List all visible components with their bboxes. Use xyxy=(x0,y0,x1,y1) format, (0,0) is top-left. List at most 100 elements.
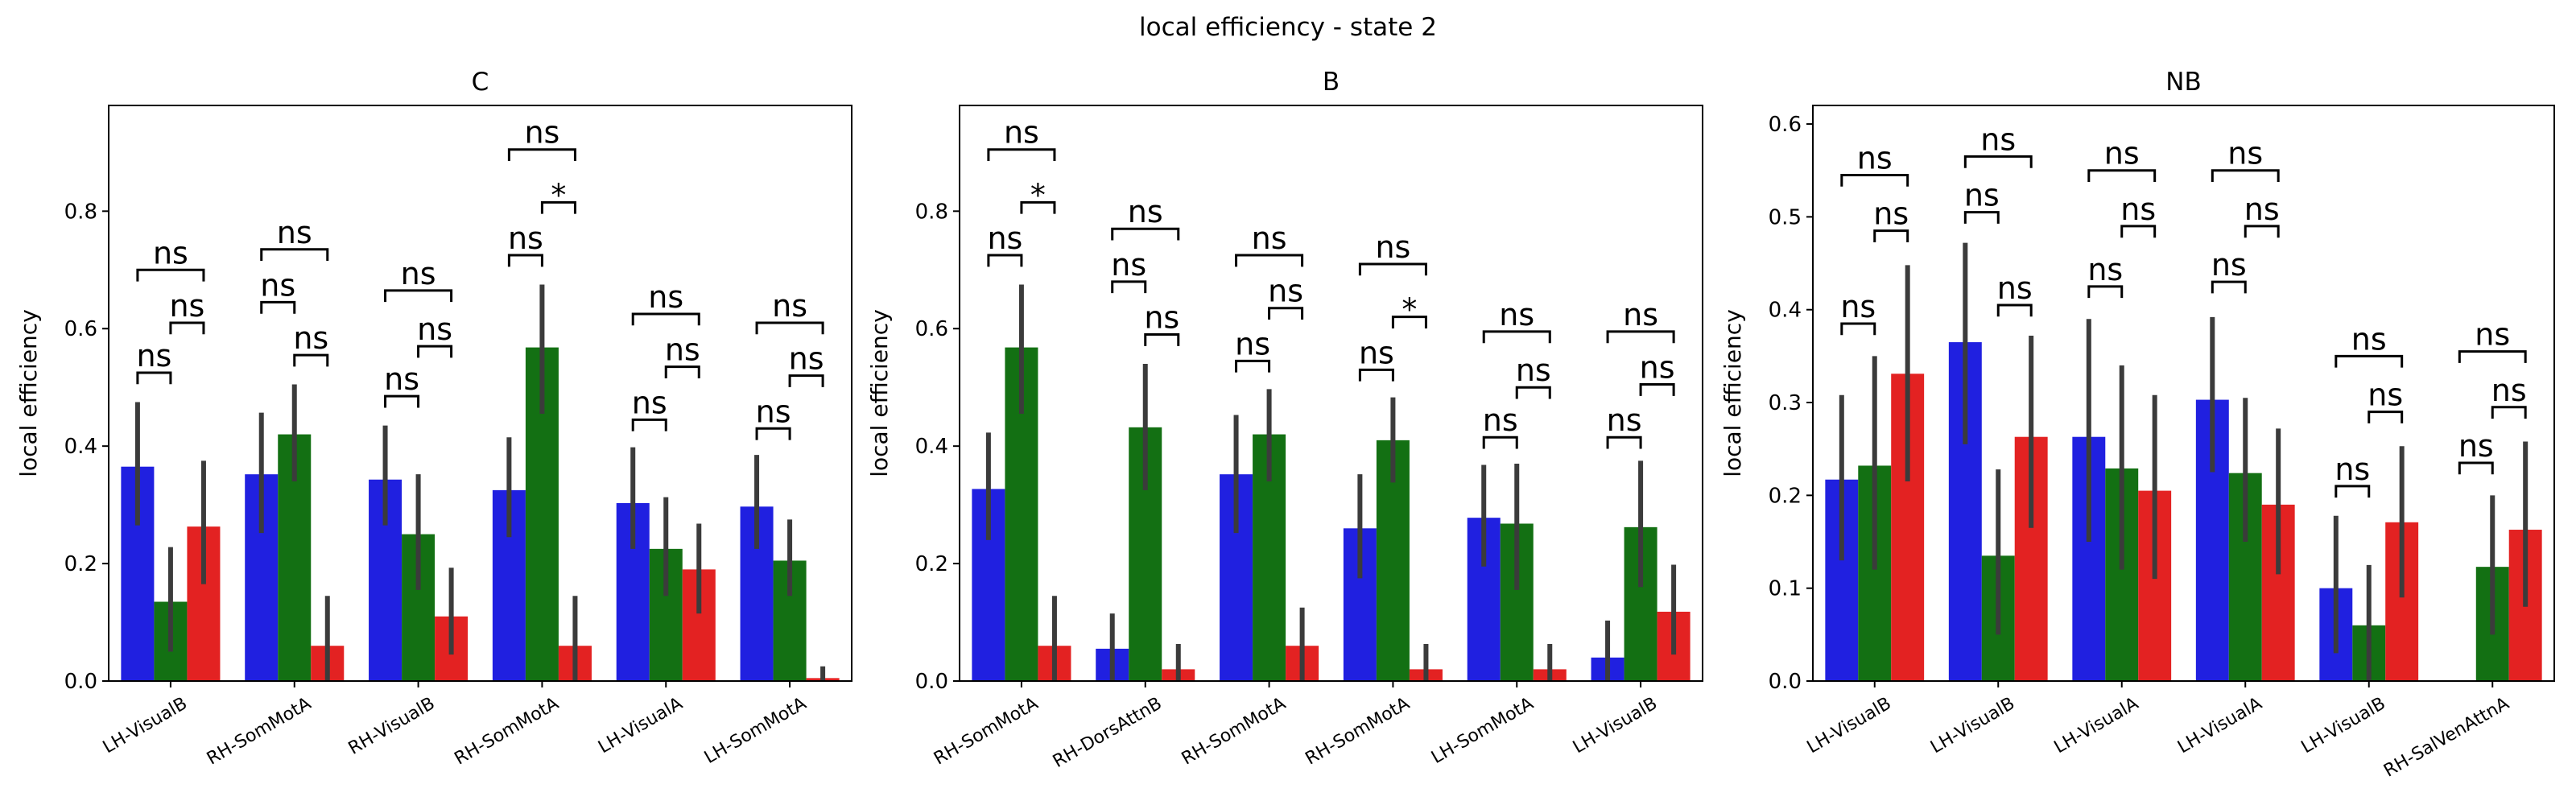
x-tick-label: LH-VisualB xyxy=(1927,694,2018,758)
significance-label: ns xyxy=(1128,194,1163,229)
significance-bracket xyxy=(987,148,1056,162)
y-tick-label: 0.0 xyxy=(1769,670,1802,694)
significance-bracket xyxy=(1482,436,1518,449)
y-tick-label: 0.1 xyxy=(1769,577,1802,601)
figure-title: local efficiency - state 2 xyxy=(1139,13,1437,42)
plot-frame xyxy=(108,105,852,682)
x-tick-label: RH-SomMotA xyxy=(1179,694,1290,770)
significance-label: ns xyxy=(2334,452,2370,487)
significance-bracket xyxy=(1873,229,1909,242)
significance-bracket xyxy=(1391,316,1427,328)
y-tick-label: 0.2 xyxy=(1769,484,1802,508)
significance-label: ns xyxy=(789,341,824,377)
x-tick-label: LH-VisualA xyxy=(595,694,686,758)
y-tick-label: 0.6 xyxy=(1769,113,1802,137)
significance-label: ns xyxy=(1857,140,1893,175)
y-tick-label: 0.6 xyxy=(64,317,97,341)
significance-bracket xyxy=(507,148,576,162)
significance-bracket xyxy=(2211,169,2280,183)
y-tick-label: 0.8 xyxy=(915,200,948,224)
significance-bracket xyxy=(417,345,453,358)
significance-label: ns xyxy=(136,338,171,374)
significance-bracket xyxy=(1606,330,1675,344)
significance-label: ns xyxy=(1964,178,2000,213)
significance-label: ns xyxy=(524,115,559,151)
significance-bracket xyxy=(260,300,296,314)
significance-bracket xyxy=(260,248,329,262)
significance-label: ns xyxy=(665,332,700,368)
significance-label: ns xyxy=(169,288,204,324)
significance-bracket xyxy=(2368,411,2404,423)
x-tick-label: LH-VisualB xyxy=(100,694,191,758)
significance-label: ns xyxy=(153,235,188,270)
significance-bracket xyxy=(1639,383,1675,396)
significance-label: ns xyxy=(2244,192,2280,227)
significance-bracket xyxy=(631,312,700,326)
significance-bracket xyxy=(1235,359,1271,373)
significance-bracket xyxy=(2087,169,2157,183)
significance-label: ns xyxy=(417,312,452,347)
significance-label: ns xyxy=(648,279,683,315)
significance-label: ns xyxy=(2491,373,2527,408)
y-tick-label: 0.8 xyxy=(64,200,97,224)
significance-bracket xyxy=(136,371,172,385)
significance-bracket xyxy=(788,374,824,387)
significance-label: ns xyxy=(987,221,1022,256)
x-tick-label: RH-SomMotA xyxy=(452,694,563,770)
panel-title: B xyxy=(1323,68,1340,97)
significance-label: ns xyxy=(1640,350,1675,386)
significance-label: ns xyxy=(1607,402,1642,438)
significance-bracket xyxy=(2458,461,2494,475)
significance-bracket xyxy=(755,321,824,335)
significance-bracket xyxy=(384,289,453,303)
plot-frame xyxy=(1812,105,2555,682)
significance-bracket xyxy=(755,427,791,440)
significance-label: ns xyxy=(1516,353,1551,388)
significance-bracket xyxy=(1358,262,1427,276)
significance-bracket xyxy=(2211,280,2247,294)
significance-bracket xyxy=(136,268,205,282)
significance-label: ns xyxy=(2211,247,2247,283)
y-tick-label: 0.3 xyxy=(1769,391,1802,415)
significance-bracket xyxy=(1235,254,1304,267)
y-tick-label: 0.5 xyxy=(1769,205,1802,229)
x-tick-label: LH-VisualA xyxy=(2174,694,2265,758)
significance-label: ns xyxy=(1144,300,1179,336)
significance-bracket xyxy=(2458,350,2527,363)
x-tick-label: LH-SomMotA xyxy=(1428,694,1537,769)
significance-bracket xyxy=(2087,285,2124,299)
significance-bracket xyxy=(1515,386,1551,399)
x-tick-label: LH-VisualB xyxy=(1804,694,1895,758)
x-tick-label: LH-VisualA xyxy=(2051,694,2142,758)
significance-bracket xyxy=(1840,322,1876,336)
significance-bracket xyxy=(1606,436,1642,449)
significance-label: ns xyxy=(2104,136,2140,171)
significance-label: * xyxy=(551,177,566,213)
x-tick-label: RH-SalVenAttnA xyxy=(2380,694,2512,782)
significance-label: ns xyxy=(1623,297,1658,332)
significance-label: ns xyxy=(1980,122,2016,157)
significance-bracket xyxy=(1482,330,1551,344)
significance-label: ns xyxy=(401,256,436,291)
significance-bracket xyxy=(631,418,667,431)
significance-bracket xyxy=(1111,280,1147,294)
significance-label: ns xyxy=(1252,221,1287,256)
significance-bracket xyxy=(2334,354,2404,368)
significance-label: ns xyxy=(1483,402,1518,438)
significance-bracket xyxy=(1268,307,1304,320)
panel-2: NB local efficiency 0.0 0.1 0.2 0.3 0.4 0.5 0.6 L… xyxy=(1719,68,2555,782)
y-axis-label: local efficiency xyxy=(15,309,42,477)
significance-label: ns xyxy=(2087,252,2123,287)
x-tick-label: LH-VisualB xyxy=(1570,694,1661,758)
significance-label: ns xyxy=(1499,297,1534,332)
significance-label: ns xyxy=(293,320,328,356)
significance-bracket xyxy=(1111,227,1180,241)
panel-title: NB xyxy=(2165,68,2201,97)
significance-bracket xyxy=(2244,225,2280,238)
significance-label: ns xyxy=(632,385,667,420)
significance-label: ns xyxy=(1840,289,1876,324)
significance-label: ns xyxy=(1997,270,2033,306)
significance-bracket xyxy=(987,254,1023,267)
significance-bracket xyxy=(169,321,205,335)
